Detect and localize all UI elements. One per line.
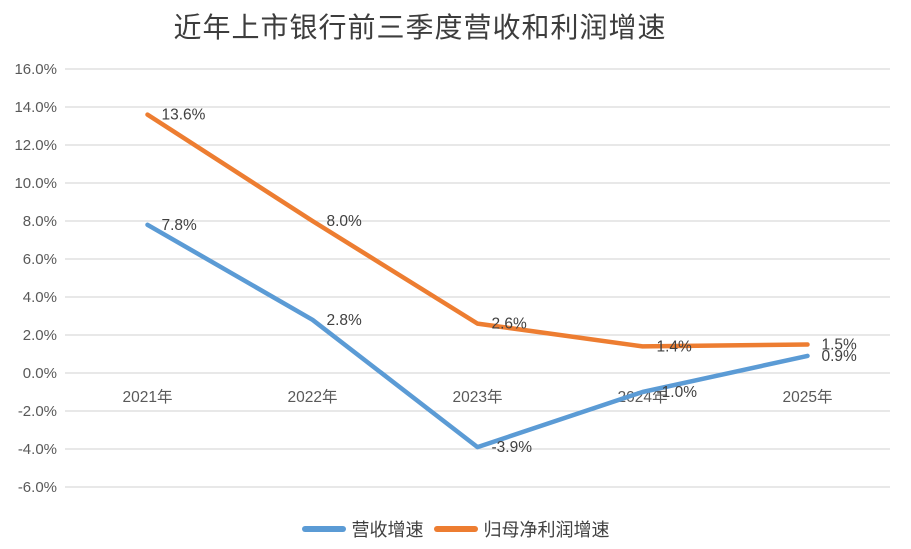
series-line-0: [145, 222, 810, 450]
y-axis-tick-label: 6.0%: [23, 251, 57, 268]
data-label-1-1: 8.0%: [327, 213, 363, 230]
data-label-0-0: 7.8%: [162, 217, 198, 234]
legend: 营收增速 归母净利润增速: [0, 516, 911, 542]
y-axis-tick-label: 2.0%: [23, 327, 57, 344]
y-axis-tick-label: -6.0%: [18, 479, 57, 496]
x-axis-label: 2025年: [783, 388, 833, 406]
chart-title: 近年上市银行前三季度营收和利润增速: [173, 13, 667, 44]
y-axis-tick-label: 10.0%: [14, 175, 57, 192]
x-axis-label: 2021年: [123, 388, 173, 406]
legend-label-revenue-growth: 营收增速: [351, 520, 424, 540]
x-axis-label: 2022年: [288, 388, 338, 406]
y-axis-tick-label: 8.0%: [23, 213, 57, 230]
data-label-0-3: -1.0%: [657, 384, 698, 401]
legend-item-revenue-growth: 营收增速: [301, 516, 424, 542]
y-axis-tick-label: -4.0%: [18, 441, 57, 458]
x-axis-label: 2023年: [453, 388, 503, 406]
y-axis-tick-label: 16.0%: [14, 61, 57, 78]
data-label-0-1: 2.8%: [327, 312, 363, 329]
data-label-0-2: -3.9%: [492, 439, 533, 456]
y-axis-tick-label: 0.0%: [23, 365, 57, 382]
data-label-1-2: 2.6%: [492, 316, 528, 333]
legend-line-net-profit-growth: [433, 526, 478, 532]
y-axis-tick-label: 14.0%: [14, 99, 57, 116]
data-label-1-0: 13.6%: [162, 107, 206, 124]
legend-item-net-profit-growth: 归母净利润增速: [433, 516, 610, 542]
y-axis-tick-label: -2.0%: [18, 403, 57, 420]
legend-label-net-profit-growth: 归母净利润增速: [483, 520, 610, 540]
data-label-1-4: 1.5%: [822, 337, 858, 354]
y-axis-tick-label: 4.0%: [23, 289, 57, 306]
legend-line-revenue-growth: [301, 526, 346, 532]
data-label-0-4: 0.9%: [822, 348, 858, 365]
y-axis-tick-label: 12.0%: [14, 137, 57, 154]
series-line-1: [145, 112, 810, 349]
x-axis-label: 2024年: [618, 388, 668, 406]
data-label-1-3: 1.4%: [657, 338, 693, 355]
